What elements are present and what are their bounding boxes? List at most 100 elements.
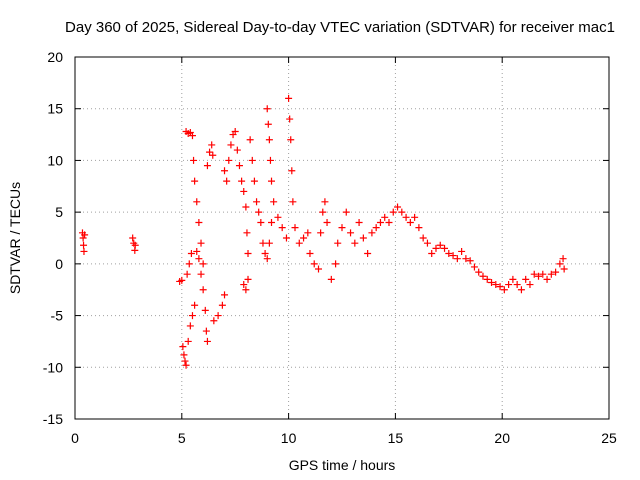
- data-point: [394, 203, 402, 211]
- data-point: [315, 265, 323, 273]
- data-point: [227, 141, 235, 149]
- data-point: [129, 234, 137, 242]
- data-point: [255, 208, 263, 216]
- data-point: [505, 281, 513, 289]
- y-tick-label: 5: [55, 204, 63, 220]
- data-point: [266, 156, 274, 164]
- data-point: [449, 252, 457, 260]
- data-point: [187, 250, 195, 258]
- data-point: [381, 213, 389, 221]
- data-point: [268, 177, 276, 185]
- data-point: [500, 286, 508, 294]
- x-tick-label: 20: [494, 430, 510, 446]
- data-point: [475, 268, 483, 276]
- data-point: [246, 136, 254, 144]
- data-point: [188, 132, 196, 140]
- data-point: [240, 187, 248, 195]
- data-point: [184, 337, 192, 345]
- y-tick-label: 20: [47, 49, 63, 65]
- data-point: [406, 218, 414, 226]
- data-point: [190, 156, 198, 164]
- data-point: [513, 281, 521, 289]
- x-tick-label: 15: [388, 430, 404, 446]
- data-point: [441, 244, 449, 252]
- data-point: [338, 224, 346, 232]
- data-point: [244, 275, 252, 283]
- data-point: [257, 218, 265, 226]
- x-tick-label: 0: [71, 430, 79, 446]
- data-point: [282, 234, 290, 242]
- data-point: [181, 357, 189, 365]
- data-point: [263, 105, 271, 113]
- data-point: [235, 162, 243, 170]
- y-tick-label: -10: [43, 359, 63, 375]
- data-point: [80, 241, 88, 249]
- data-point: [285, 94, 293, 102]
- data-point: [186, 322, 194, 330]
- data-point: [492, 281, 500, 289]
- data-point: [81, 231, 89, 239]
- data-point: [317, 229, 325, 237]
- data-point: [203, 162, 211, 170]
- data-point: [242, 203, 250, 211]
- data-point: [368, 229, 376, 237]
- data-point: [470, 263, 478, 271]
- data-point: [385, 218, 393, 226]
- data-point: [223, 177, 231, 185]
- data-point: [268, 218, 276, 226]
- data-point: [264, 120, 272, 128]
- data-point: [321, 198, 329, 206]
- data-point: [483, 275, 491, 283]
- data-point: [208, 141, 216, 149]
- data-point: [522, 275, 530, 283]
- data-point: [419, 234, 427, 242]
- data-point: [221, 167, 229, 175]
- data-point: [295, 239, 303, 247]
- data-point: [199, 260, 207, 268]
- data-point: [535, 272, 543, 280]
- data-point: [347, 229, 355, 237]
- data-point: [415, 224, 423, 232]
- data-point: [496, 283, 504, 291]
- data-point: [193, 247, 201, 255]
- data-point: [243, 229, 251, 237]
- data-point: [244, 250, 252, 258]
- data-point: [560, 265, 568, 273]
- data-point: [248, 156, 256, 164]
- data-point: [453, 255, 461, 263]
- data-point: [203, 337, 211, 345]
- grid-lines: [75, 57, 609, 419]
- data-point: [559, 255, 567, 263]
- data-point: [300, 234, 308, 242]
- data-point: [355, 218, 363, 226]
- data-point: [218, 301, 226, 309]
- data-point: [188, 312, 196, 320]
- data-point: [319, 208, 327, 216]
- plot-frame: [74, 56, 610, 420]
- y-tick-label: 0: [55, 256, 63, 272]
- data-point: [402, 213, 410, 221]
- data-point: [250, 177, 258, 185]
- data-point: [432, 244, 440, 252]
- data-point: [359, 234, 367, 242]
- data-point: [526, 281, 534, 289]
- data-point: [201, 306, 209, 314]
- data-points: [78, 94, 568, 369]
- data-point: [436, 241, 444, 249]
- data-point: [191, 177, 199, 185]
- data-point: [291, 224, 299, 232]
- data-point: [195, 218, 203, 226]
- x-tick-label: 25: [601, 430, 617, 446]
- data-point: [209, 151, 217, 159]
- data-point: [479, 272, 487, 280]
- data-point: [179, 343, 187, 351]
- data-point: [206, 148, 214, 156]
- data-point: [287, 136, 295, 144]
- data-point: [289, 198, 297, 206]
- data-point: [372, 224, 380, 232]
- data-point: [517, 286, 525, 294]
- y-axis-label: SDTVAR / TECUs: [7, 182, 23, 294]
- data-point: [364, 250, 372, 258]
- data-point: [80, 247, 88, 255]
